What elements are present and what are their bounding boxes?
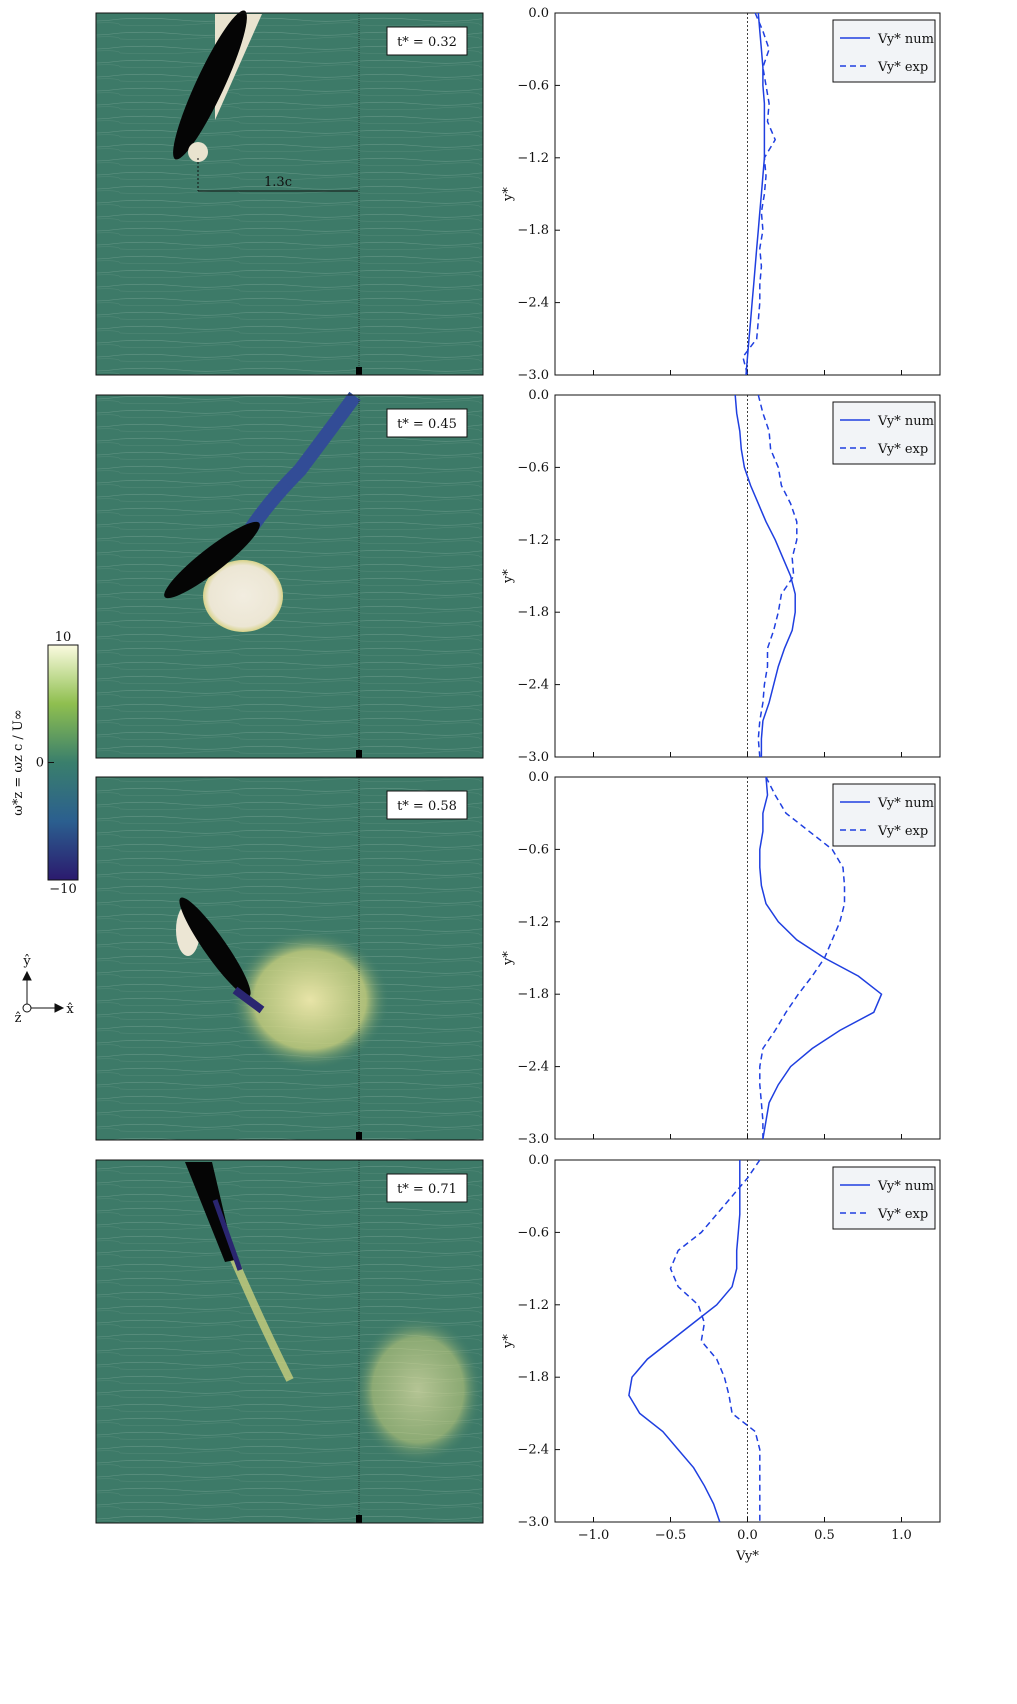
legend-label: Vy* num bbox=[877, 32, 934, 47]
y-tick-label: −1.8 bbox=[517, 1370, 549, 1385]
y-tick-label: −1.2 bbox=[517, 915, 549, 930]
legend-label: Vy* exp bbox=[877, 824, 928, 839]
colorbar-tick-label: 0 bbox=[36, 756, 44, 771]
profile-line bbox=[759, 776, 846, 1139]
flow-panel bbox=[96, 10, 483, 375]
y-axis-label: y* bbox=[501, 187, 516, 202]
profile-line bbox=[742, 12, 777, 376]
legend-label: Vy* num bbox=[877, 414, 934, 429]
axis-glyph: ŷ bbox=[22, 954, 31, 969]
legend-label: Vy* exp bbox=[877, 60, 928, 75]
colorbar-tick-label: 10 bbox=[55, 630, 72, 645]
y-tick-label: −0.6 bbox=[517, 78, 549, 93]
annotation-box bbox=[386, 26, 468, 56]
y-axis-label: y* bbox=[501, 1334, 516, 1349]
axes-icon bbox=[22, 970, 65, 1013]
annotation-box bbox=[386, 790, 468, 820]
profile-line bbox=[745, 12, 766, 376]
x-tick-label: 1.0 bbox=[891, 1528, 912, 1543]
colorbar-label: ω*z = ωz c / U∞ bbox=[11, 709, 26, 815]
y-tick-label: −1.2 bbox=[517, 151, 549, 166]
y-axis-label: y* bbox=[501, 569, 516, 584]
y-tick-label: −2.4 bbox=[517, 678, 549, 693]
distance-label: 1.3c bbox=[264, 175, 292, 190]
legend-label: Vy* num bbox=[877, 796, 934, 811]
flow-panel bbox=[96, 391, 483, 758]
y-tick-label: −3.0 bbox=[517, 368, 549, 383]
colorbar-tick-label: −10 bbox=[49, 882, 76, 897]
y-tick-label: −1.8 bbox=[517, 987, 549, 1002]
y-tick-label: −1.2 bbox=[517, 1298, 549, 1313]
legend-label: Vy* exp bbox=[877, 442, 928, 457]
y-tick-label: 0.0 bbox=[528, 6, 549, 21]
x-tick-label: −0.5 bbox=[655, 1528, 687, 1543]
frames bbox=[95, 12, 484, 1524]
legend-box bbox=[832, 783, 936, 847]
y-tick-label: −0.6 bbox=[517, 842, 549, 857]
axis-glyph: x̂ bbox=[66, 1002, 74, 1017]
legend-box bbox=[832, 401, 936, 465]
profile-line bbox=[669, 1159, 761, 1522]
y-tick-label: −2.4 bbox=[517, 1060, 549, 1075]
y-tick-label: −1.8 bbox=[517, 223, 549, 238]
time-label: t* = 0.45 bbox=[397, 417, 457, 432]
flow-panel bbox=[96, 777, 483, 1140]
y-tick-label: 0.0 bbox=[528, 770, 549, 785]
time-label: t* = 0.58 bbox=[397, 799, 457, 814]
legend-label: Vy* exp bbox=[877, 1207, 928, 1222]
legend-label: Vy* num bbox=[877, 1179, 934, 1194]
y-tick-label: −1.8 bbox=[517, 605, 549, 620]
profile-line bbox=[734, 394, 796, 757]
y-tick-label: −0.6 bbox=[517, 460, 549, 475]
time-label: t* = 0.71 bbox=[397, 1182, 457, 1197]
x-tick-label: 0.5 bbox=[814, 1528, 835, 1543]
y-axis-label: y* bbox=[501, 951, 516, 966]
time-label: t* = 0.32 bbox=[397, 35, 457, 50]
y-tick-label: −3.0 bbox=[517, 1132, 549, 1147]
flow-panel bbox=[96, 1160, 483, 1523]
y-tick-label: −3.0 bbox=[517, 750, 549, 765]
flow-panels bbox=[22, 10, 484, 1524]
profile-line bbox=[628, 1160, 741, 1523]
x-axis-label: Vy* bbox=[735, 1549, 759, 1564]
legend-box bbox=[832, 1166, 936, 1230]
y-tick-label: −0.6 bbox=[517, 1225, 549, 1240]
y-tick-label: −2.4 bbox=[517, 296, 549, 311]
y-tick-label: −3.0 bbox=[517, 1515, 549, 1530]
annotation-box bbox=[386, 408, 468, 438]
y-tick-label: 0.0 bbox=[528, 1153, 549, 1168]
y-tick-label: −1.2 bbox=[517, 533, 549, 548]
legend-box bbox=[832, 19, 936, 83]
y-tick-label: −2.4 bbox=[517, 1443, 549, 1458]
y-tick-label: 0.0 bbox=[528, 388, 549, 403]
axis-glyph: ẑ bbox=[15, 1011, 22, 1026]
x-tick-label: 0.0 bbox=[737, 1528, 758, 1543]
x-tick-label: −1.0 bbox=[578, 1528, 610, 1543]
annotation-box bbox=[386, 1173, 468, 1203]
sensors bbox=[356, 367, 362, 1523]
profile-line bbox=[757, 394, 798, 758]
